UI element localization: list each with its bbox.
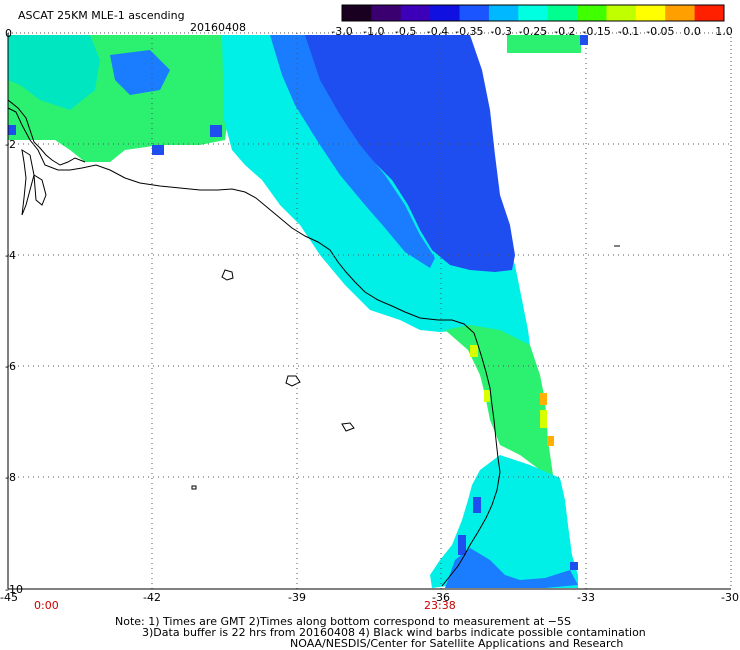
colorbar-swatch	[342, 5, 372, 21]
colorbar-swatch	[488, 5, 519, 21]
latitude-tick-label: -6	[5, 360, 16, 373]
swath-blue-south-patches	[445, 548, 578, 588]
longitude-tick-label: -39	[288, 591, 306, 604]
colorbar-swatch	[518, 5, 549, 21]
colorbar-swatch	[459, 5, 490, 21]
map-date: 20160408	[190, 21, 246, 34]
longitude-tick-label: -42	[143, 591, 161, 604]
colorbar-tick-label: 0.0	[683, 25, 701, 38]
colorbar-tick-label: -0.2	[554, 25, 575, 38]
lat-lon-grid	[8, 33, 731, 589]
colorbar-swatch	[606, 5, 637, 21]
colorbar-swatch	[694, 5, 725, 21]
colorbar-swatch	[635, 5, 666, 21]
swath-deep-blue-core	[300, 35, 515, 272]
colorbar-tick-label: -0.4	[427, 25, 448, 38]
speckle-yellow	[484, 390, 490, 402]
colorbar-swatch	[665, 5, 696, 21]
speckle-orange	[540, 393, 547, 405]
colorbar-swatch	[430, 5, 461, 21]
colorbar-tick-label: -1.0	[363, 25, 384, 38]
colorbar-tick-label: 1.0	[715, 25, 733, 38]
note-line-1: Note: 1) Times are GMT 2)Times along bot…	[115, 615, 571, 628]
speckle-blue	[8, 125, 16, 135]
colorbar-tick-label: -3.0	[331, 25, 352, 38]
colorbar: -3.0 -1.0 -0.5 -0.4 -0.35 -0.3 -0.25 -0.2 -0.15-…	[331, 4, 733, 38]
latitude-tick-label: -2	[5, 138, 16, 151]
note-line-2: 3)Data buffer is 22 hrs from 20160408 4)…	[142, 626, 646, 639]
longitude-tick-label: -45	[0, 591, 18, 604]
swath-green-lower-coast	[445, 325, 555, 480]
speckle-blue	[152, 145, 164, 155]
speckle-blue	[473, 497, 481, 513]
colorbar-tick-label: -0.3	[490, 25, 511, 38]
time-start-label: 0:00	[34, 599, 59, 612]
longitude-tick-label: -30	[721, 591, 739, 604]
colorbar-swatch	[371, 5, 402, 21]
colorbar-tick-label: -0.35	[455, 25, 483, 38]
speckle-yellow	[540, 410, 547, 428]
ocean-swath-data	[8, 35, 588, 588]
map-title: ASCAT 25KM MLE-1 ascending	[18, 9, 185, 22]
speckle-blue	[458, 535, 466, 555]
speckle-orange	[547, 436, 554, 446]
latitude-tick-label: -10	[5, 583, 23, 596]
swath-blue-nw-spots	[110, 50, 170, 95]
latitude-tick-label: -4	[5, 249, 16, 262]
colorbar-tick-label: -0.05	[646, 25, 674, 38]
swath-blue-upper	[270, 35, 435, 268]
colorbar-swatch	[400, 5, 431, 21]
colorbar-tick-label: -0.15	[582, 25, 610, 38]
map-frame	[8, 32, 732, 589]
longitude-labels: -45 -42 -39 -36 -33 -30	[0, 591, 739, 604]
coastline	[7, 99, 620, 587]
latitude-tick-label: 0	[5, 27, 12, 40]
colorbar-tick-label: -0.25	[519, 25, 547, 38]
speckle-blue	[570, 562, 578, 570]
colorbar-swatch	[547, 5, 578, 21]
swath-ne-fragment	[507, 35, 581, 53]
speckle-yellow	[470, 345, 478, 357]
time-end-label: 23:38	[424, 599, 456, 612]
swath-teal-nw	[8, 35, 100, 110]
latitude-labels: 0 -2 -4 -6 -8 -10	[5, 27, 23, 596]
colorbar-tick-label: -0.1	[618, 25, 639, 38]
longitude-tick-label: -36	[432, 591, 450, 604]
colorbar-tick-label: -0.5	[395, 25, 416, 38]
note-line-3: NOAA/NESDIS/Center for Satellite Applica…	[290, 637, 623, 650]
longitude-tick-label: -33	[577, 591, 595, 604]
colorbar-swatch	[577, 5, 607, 21]
swath-ne-blue-tip	[580, 35, 588, 45]
speckle-blue	[210, 125, 222, 137]
latitude-tick-label: -8	[5, 471, 16, 484]
